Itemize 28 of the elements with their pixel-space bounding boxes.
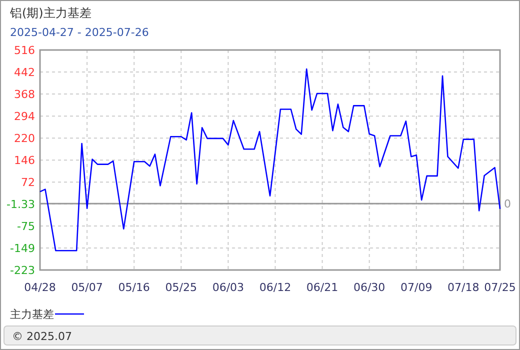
x-tick-label: 06/03 bbox=[212, 281, 244, 294]
y-tick-label: 368 bbox=[14, 88, 35, 102]
y-tick-label: -149 bbox=[10, 242, 35, 255]
x-tick-label: 05/25 bbox=[165, 281, 197, 294]
x-tick-label: 06/21 bbox=[306, 281, 338, 294]
y-tick-label: 220 bbox=[14, 132, 35, 146]
y-tick-label: 72 bbox=[21, 176, 35, 190]
y-tick-label: 294 bbox=[14, 110, 35, 124]
text: © 2025.07 bbox=[12, 330, 72, 343]
x-tick-label: 07/09 bbox=[400, 281, 432, 294]
x-tick-label: 05/07 bbox=[71, 281, 103, 294]
legend-label: 主力基差 bbox=[10, 308, 54, 321]
x-tick-label: 06/12 bbox=[259, 281, 292, 294]
x-tick-label: 04/28 bbox=[24, 281, 56, 294]
y-tick-label: -1.33 bbox=[6, 198, 35, 212]
y-tick-label: -75 bbox=[17, 220, 35, 233]
chart-subtitle: 2025-04-27 - 2025-07-26 bbox=[10, 26, 149, 39]
x-tick-label: 05/16 bbox=[118, 281, 150, 294]
y-tick-label: 146 bbox=[14, 154, 35, 168]
y-tick-label: 516 bbox=[14, 44, 35, 57]
x-tick-label: 06/30 bbox=[353, 281, 386, 294]
y-tick-label: 442 bbox=[14, 66, 35, 80]
y-tick-label: -223 bbox=[10, 264, 35, 277]
ref-line-label: 0 bbox=[504, 198, 511, 211]
chart-title: 铝(期)主力基差 bbox=[9, 6, 92, 20]
line-series bbox=[39, 68, 501, 252]
x-tick-label: 07/18 bbox=[448, 281, 480, 294]
x-tick-label: 07/25 bbox=[484, 281, 516, 294]
